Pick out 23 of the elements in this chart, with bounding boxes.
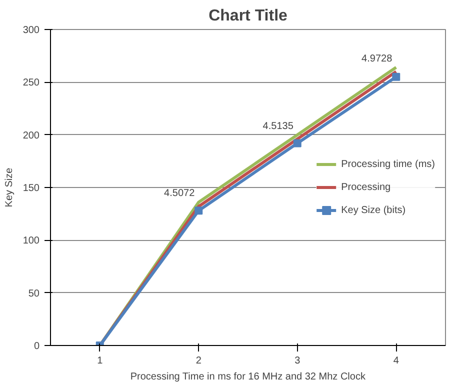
point bbox=[194, 206, 203, 215]
y-axis-title: Key Size bbox=[4, 167, 15, 208]
y-tick-label: 200 bbox=[22, 130, 40, 142]
y-tick-label: 100 bbox=[22, 236, 40, 247]
legend-label: Processing bbox=[341, 182, 391, 192]
point bbox=[293, 139, 302, 148]
y-tick-label: 50 bbox=[28, 288, 40, 300]
y-tick-label: 300 bbox=[22, 25, 40, 36]
y-tick-label: 250 bbox=[22, 78, 40, 89]
annotation: 4.9728 bbox=[362, 53, 393, 64]
y-tick-label: 150 bbox=[22, 183, 40, 194]
point bbox=[392, 72, 400, 81]
x-tick-label: 3 bbox=[294, 356, 301, 366]
annotation: 4.5135 bbox=[262, 120, 294, 132]
annotation: 4.5072 bbox=[164, 188, 196, 200]
legend-label: Processing time (ms) bbox=[341, 158, 435, 170]
chart-title: Chart Title bbox=[208, 8, 288, 24]
legend-label: Key Size (bits) bbox=[341, 204, 406, 216]
x-tick-label: 1 bbox=[97, 356, 104, 366]
x-tick-label: 4 bbox=[393, 356, 400, 366]
y-tick-label: 0 bbox=[34, 341, 40, 352]
x-tick-label: 2 bbox=[196, 356, 202, 366]
x-axis-title: Processing Time in ms for 16 MHz and 32 Mhz Clock bbox=[130, 372, 366, 382]
